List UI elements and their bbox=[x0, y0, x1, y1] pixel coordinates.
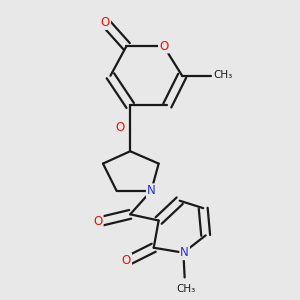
Text: N: N bbox=[147, 184, 156, 197]
Text: O: O bbox=[159, 40, 168, 52]
Text: N: N bbox=[180, 246, 189, 259]
Text: CH₃: CH₃ bbox=[176, 284, 196, 294]
Text: O: O bbox=[101, 16, 110, 29]
Text: O: O bbox=[93, 215, 103, 228]
Text: O: O bbox=[115, 121, 124, 134]
Text: O: O bbox=[122, 254, 131, 267]
Text: CH₃: CH₃ bbox=[213, 70, 232, 80]
